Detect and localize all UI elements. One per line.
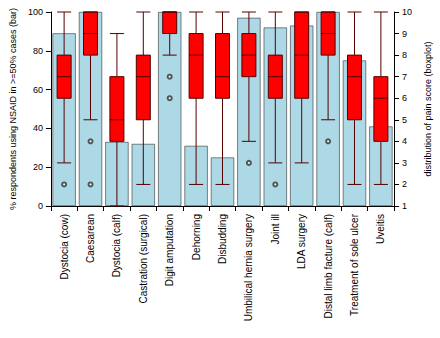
svg-text:2: 2 bbox=[402, 179, 407, 189]
svg-text:7: 7 bbox=[402, 72, 407, 82]
svg-text:Joint ill: Joint ill bbox=[270, 214, 281, 245]
svg-text:Digit amputation: Digit amputation bbox=[164, 214, 175, 286]
svg-text:Castration (surgical): Castration (surgical) bbox=[138, 214, 149, 303]
svg-text:5: 5 bbox=[402, 115, 407, 125]
svg-text:0: 0 bbox=[38, 201, 43, 211]
svg-text:100: 100 bbox=[28, 7, 43, 17]
svg-text:Dehorning: Dehorning bbox=[191, 214, 202, 260]
svg-text:Uveitis: Uveitis bbox=[375, 214, 386, 244]
svg-text:LDA surgery: LDA surgery bbox=[296, 214, 307, 269]
svg-text:4: 4 bbox=[402, 136, 407, 146]
svg-text:Disbudding: Disbudding bbox=[217, 214, 228, 264]
svg-text:60: 60 bbox=[33, 85, 43, 95]
svg-text:Treatment of sole ulcer: Treatment of sole ulcer bbox=[349, 213, 360, 316]
svg-text:Dystocia (cow): Dystocia (cow) bbox=[59, 214, 70, 280]
svg-text:8: 8 bbox=[402, 50, 407, 60]
svg-text:Distal limb facture (calf): Distal limb facture (calf) bbox=[323, 214, 334, 318]
svg-text:40: 40 bbox=[33, 123, 43, 133]
svg-text:80: 80 bbox=[33, 46, 43, 56]
svg-text:Umbilical hernia surgery: Umbilical hernia surgery bbox=[243, 214, 254, 321]
svg-text:6: 6 bbox=[402, 93, 407, 103]
svg-text:Dystocia (calf): Dystocia (calf) bbox=[111, 214, 122, 277]
svg-text:% respondents using NSAID in >: % respondents using NSAID in >=50% cases… bbox=[8, 8, 18, 210]
svg-text:3: 3 bbox=[402, 158, 407, 168]
svg-text:10: 10 bbox=[402, 7, 412, 17]
svg-text:Caesarean: Caesarean bbox=[85, 214, 96, 263]
svg-text:1: 1 bbox=[402, 201, 407, 211]
svg-text:20: 20 bbox=[33, 162, 43, 172]
svg-text:9: 9 bbox=[402, 29, 407, 39]
svg-text:distribution of pain score (bo: distribution of pain score (boxplot) bbox=[423, 41, 433, 176]
